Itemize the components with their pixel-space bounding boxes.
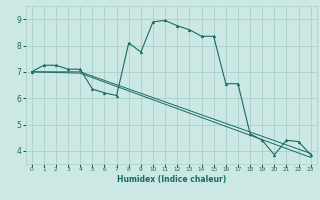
X-axis label: Humidex (Indice chaleur): Humidex (Indice chaleur) — [116, 175, 226, 184]
